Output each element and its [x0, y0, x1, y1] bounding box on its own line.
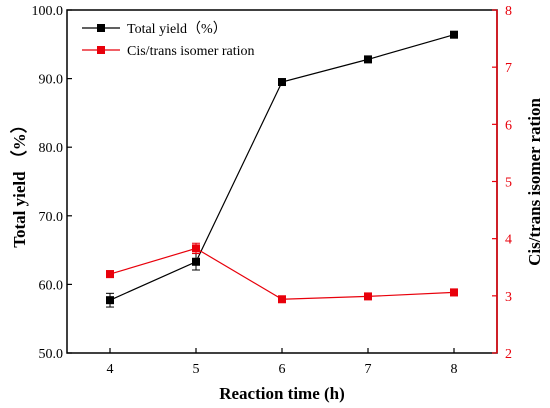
y-right-tick-label: 3 — [505, 290, 512, 305]
data-point-0 — [278, 78, 286, 87]
y-axis-title-right: Cis/trans isomer ration — [525, 98, 544, 266]
y-left-tick-label: 70.0 — [39, 210, 64, 225]
data-point-1 — [106, 270, 114, 279]
series-line-0 — [109, 34, 455, 301]
x-tick-label: 8 — [451, 362, 458, 377]
y-right-tick-label: 2 — [505, 347, 512, 362]
y-left-tick-label: 100.0 — [32, 4, 64, 19]
y-left-tick-label: 50.0 — [39, 347, 64, 362]
series-layer — [106, 30, 458, 308]
legend-label-cis-trans: Cis/trans isomer ration — [127, 44, 255, 59]
data-point-1 — [278, 295, 286, 304]
series-line-1 — [109, 247, 455, 300]
x-tick-label: 5 — [193, 362, 200, 377]
legend: Total yield（%） Cis/trans isomer ration — [82, 21, 255, 59]
legend-label-total-yield: Total yield（%） — [127, 21, 227, 37]
legend-marker-cis-trans — [97, 46, 105, 54]
y-left-tick-label: 60.0 — [39, 278, 64, 293]
data-point-1 — [364, 292, 372, 301]
y-right-tick-label: 4 — [505, 233, 512, 248]
data-point-1 — [450, 288, 458, 297]
y-right-tick-label: 6 — [505, 118, 512, 133]
x-axis-title: Reaction time (h) — [219, 384, 345, 403]
data-point-0 — [364, 55, 372, 64]
data-point-0 — [106, 296, 114, 305]
y-left-tick-label: 90.0 — [39, 73, 64, 88]
y-axis-title-left: Total yield （%） — [9, 116, 29, 248]
y-right-tick-label: 5 — [505, 176, 512, 191]
data-point-0 — [450, 30, 458, 39]
x-tick-label: 4 — [107, 362, 114, 377]
data-point-1 — [192, 244, 200, 253]
y-left-tick-label: 80.0 — [39, 141, 64, 156]
x-tick-label: 7 — [365, 362, 372, 377]
legend-marker-total-yield — [97, 24, 105, 32]
x-tick-label: 6 — [279, 362, 286, 377]
y-right-tick-label: 8 — [505, 4, 512, 19]
data-point-0 — [192, 257, 200, 266]
y-right-tick-label: 7 — [505, 61, 512, 76]
axis-ticks: 4 5 6 7 8 50.0 60.0 70.0 80.0 90.0 100.0 2 3 4 5 6 7 8 — [32, 4, 513, 377]
